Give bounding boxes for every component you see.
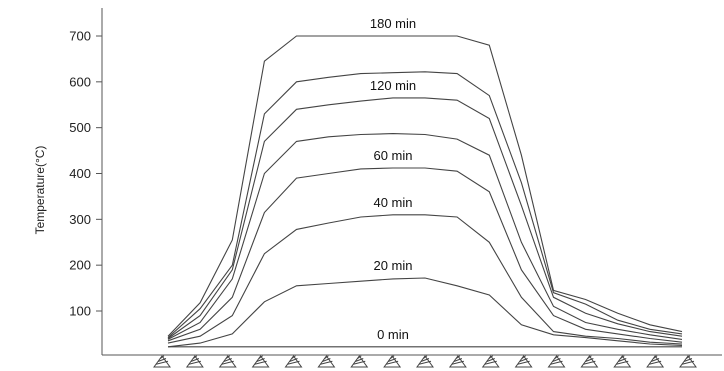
series-line-5 bbox=[167, 97, 683, 339]
series-label: 60 min bbox=[373, 148, 412, 163]
support-marker bbox=[284, 355, 303, 368]
support-marker bbox=[646, 355, 665, 368]
series-line-7 bbox=[167, 35, 683, 337]
support-marker bbox=[481, 355, 500, 368]
support-marker bbox=[514, 355, 533, 368]
support-marker bbox=[218, 355, 237, 368]
support-marker bbox=[317, 355, 336, 368]
y-tick-label: 700 bbox=[69, 29, 91, 44]
support-marker bbox=[383, 355, 402, 368]
support-marker bbox=[679, 355, 697, 368]
y-tick-label: 300 bbox=[69, 212, 91, 227]
series-label: 20 min bbox=[373, 258, 412, 273]
series-line-1 bbox=[167, 277, 683, 348]
y-tick-label: 600 bbox=[69, 74, 91, 89]
support-marker bbox=[448, 355, 467, 368]
series-label: 40 min bbox=[373, 195, 412, 210]
support-marker bbox=[153, 355, 171, 368]
support-marker bbox=[580, 355, 599, 368]
support-marker bbox=[350, 355, 369, 368]
y-tick-label: 200 bbox=[69, 258, 91, 273]
series-lines bbox=[167, 35, 683, 348]
support-marker bbox=[416, 355, 434, 368]
series-labels: 0 min 20 min 40 min 60 min 120 min 180 min bbox=[370, 16, 416, 342]
support-marker bbox=[547, 355, 566, 368]
series-label: 0 min bbox=[377, 327, 409, 342]
y-tick-label: 500 bbox=[69, 120, 91, 135]
support-markers bbox=[153, 355, 697, 368]
y-tick-label: 100 bbox=[69, 304, 91, 319]
support-marker bbox=[251, 355, 270, 368]
series-line-6 bbox=[167, 71, 683, 339]
y-tick-label: 400 bbox=[69, 166, 91, 181]
series-line-3 bbox=[167, 167, 683, 343]
series-label: 120 min bbox=[370, 78, 416, 93]
series-line-4 bbox=[167, 133, 683, 340]
y-axis-title: Temperature(°C) bbox=[33, 146, 47, 235]
series-line-2 bbox=[167, 214, 683, 345]
y-axis: 100 200 300 400 500 600 700 bbox=[69, 8, 103, 355]
support-marker bbox=[185, 355, 204, 368]
series-label: 180 min bbox=[370, 16, 416, 31]
support-marker bbox=[613, 355, 632, 368]
